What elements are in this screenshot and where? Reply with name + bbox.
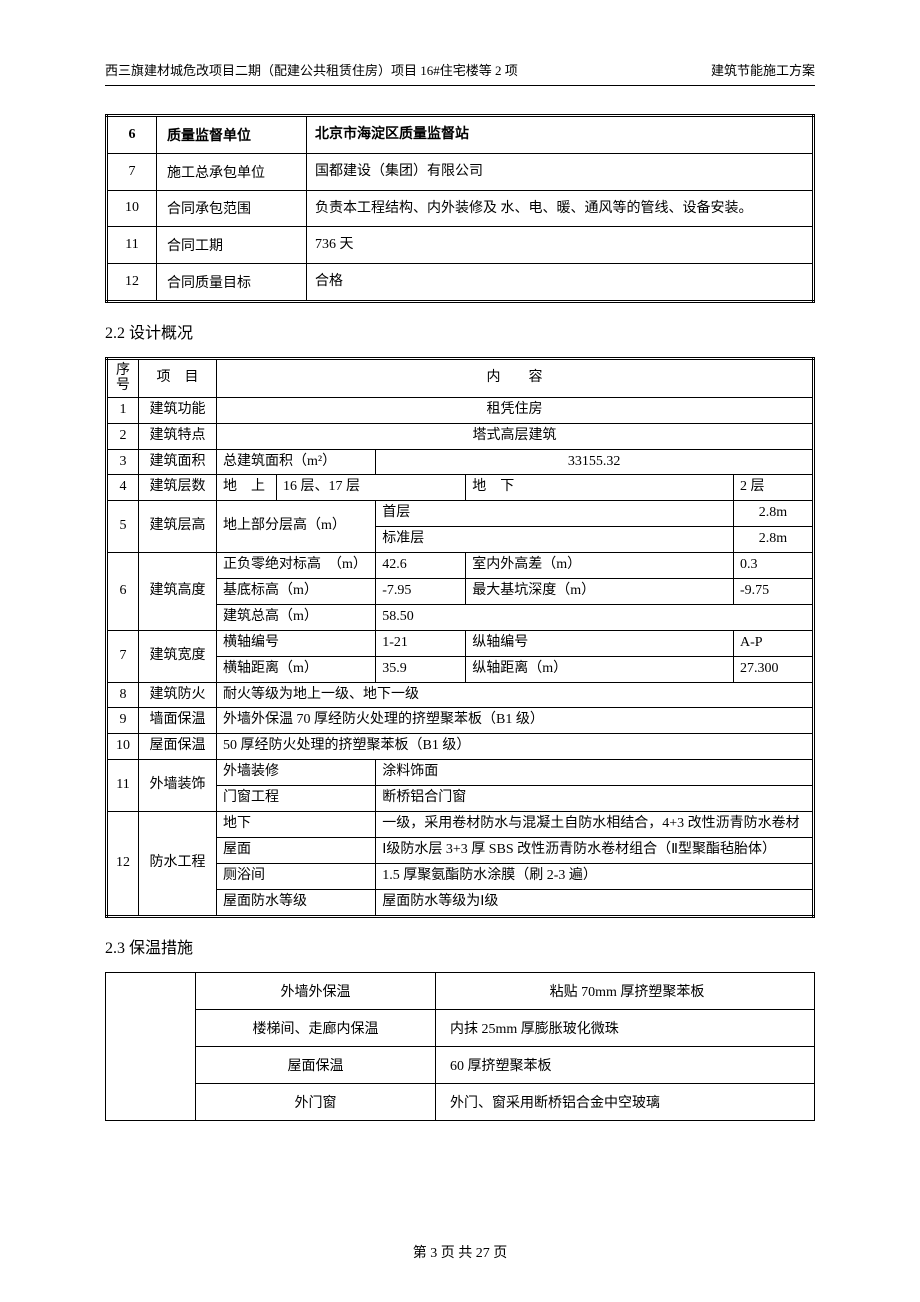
row-label: 施工总承包单位 (157, 153, 307, 190)
row-label: 合同质量目标 (157, 264, 307, 302)
table-row: 11 外墙装饰 外墙装修 涂料饰面 (107, 760, 814, 786)
header-right: 建筑节能施工方案 (711, 60, 815, 79)
table-row: 2 建筑特点 塔式高层建筑 (107, 423, 814, 449)
header-left: 西三旗建材城危改项目二期（配建公共租赁住房）项目 16#住宅楼等 2 项 (105, 60, 518, 79)
row-num: 6 (107, 116, 157, 154)
row-num: 11 (107, 227, 157, 264)
table-row: 6质量监督单位北京市海淀区质量监督站 (107, 116, 814, 154)
table-row: 屋面保温60 厚挤塑聚苯板 (106, 1046, 815, 1083)
measure-value: 外门、窗采用断桥铝合金中空玻璃 (436, 1083, 815, 1120)
row-label: 合同承包范围 (157, 190, 307, 227)
section-2-2-title: 2.2 设计概况 (105, 319, 815, 343)
table-row: 10 屋面保温 50 厚经防火处理的挤塑聚苯板（B1 级） (107, 734, 814, 760)
table-row: 楼梯间、走廊内保温内抹 25mm 厚膨胀玻化微珠 (106, 1009, 815, 1046)
table-row: 外墙外保温粘贴 70mm 厚挤塑聚苯板 (106, 972, 815, 1009)
measure-label: 楼梯间、走廊内保温 (196, 1009, 436, 1046)
measure-value: 内抹 25mm 厚膨胀玻化微珠 (436, 1009, 815, 1046)
section-2-3-title: 2.3 保温措施 (105, 934, 815, 958)
table-row: 3 建筑面积 总建筑面积（m²） 33155.32 (107, 449, 814, 475)
row-value: 北京市海淀区质量监督站 (307, 116, 814, 154)
row-value: 736 天 (307, 227, 814, 264)
design-overview-table: 序号 项 目 内 容 1 建筑功能 租凭住房 2 建筑特点 塔式高层建筑 3 建… (105, 357, 815, 918)
row-value: 合格 (307, 264, 814, 302)
row-value: 负责本工程结构、内外装修及 水、电、暖、通风等的管线、设备安装。 (307, 190, 814, 227)
row-num: 7 (107, 153, 157, 190)
col-item-header: 项 目 (139, 358, 217, 397)
table-row: 7施工总承包单位国都建设（集团）有限公司 (107, 153, 814, 190)
table-row: 7 建筑宽度 横轴编号 1-21 纵轴编号 A-P (107, 630, 814, 656)
row-label: 合同工期 (157, 227, 307, 264)
col-content-header: 内 容 (217, 358, 814, 397)
row-num: 12 (107, 264, 157, 302)
project-info-table: 6质量监督单位北京市海淀区质量监督站7施工总承包单位国都建设（集团）有限公司10… (105, 114, 815, 303)
row-label: 质量监督单位 (157, 116, 307, 154)
table-row: 1 建筑功能 租凭住房 (107, 397, 814, 423)
table-row: 外门窗外门、窗采用断桥铝合金中空玻璃 (106, 1083, 815, 1120)
row-num: 10 (107, 190, 157, 227)
measure-label: 外墙外保温 (196, 972, 436, 1009)
table-row: 5 建筑层高 地上部分层高（m） 首层 2.8m (107, 501, 814, 527)
measure-label: 外门窗 (196, 1083, 436, 1120)
table-row: 10合同承包范围负责本工程结构、内外装修及 水、电、暖、通风等的管线、设备安装。 (107, 190, 814, 227)
table-row: 9 墙面保温 外墙外保温 70 厚经防火处理的挤塑聚苯板（B1 级） (107, 708, 814, 734)
page-footer: 第 3 页 共 27 页 (0, 1242, 920, 1262)
table-row: 11合同工期736 天 (107, 227, 814, 264)
measure-label: 屋面保温 (196, 1046, 436, 1083)
table-row: 4 建筑层数 地 上 16 层、17 层 地 下 2 层 (107, 475, 814, 501)
table-row: 8 建筑防火 耐火等级为地上一级、地下一级 (107, 682, 814, 708)
table-row: 12 防水工程 地下 一级，采用卷材防水与混凝土自防水相结合，4+3 改性沥青防… (107, 812, 814, 838)
table-row: 序号 项 目 内 容 (107, 358, 814, 397)
measure-value: 60 厚挤塑聚苯板 (436, 1046, 815, 1083)
row-value: 国都建设（集团）有限公司 (307, 153, 814, 190)
measure-value: 粘贴 70mm 厚挤塑聚苯板 (436, 972, 815, 1009)
table-row: 6 建筑高度 正负零绝对标高 （m） 42.6 室内外高差（m） 0.3 (107, 553, 814, 579)
col-num-header: 序号 (107, 358, 139, 397)
insulation-measures-table: 外墙外保温粘贴 70mm 厚挤塑聚苯板楼梯间、走廊内保温内抹 25mm 厚膨胀玻… (105, 972, 815, 1121)
table-row: 12合同质量目标合格 (107, 264, 814, 302)
empty-cell (106, 972, 196, 1120)
page-header: 西三旗建材城危改项目二期（配建公共租赁住房）项目 16#住宅楼等 2 项 建筑节… (105, 60, 815, 86)
